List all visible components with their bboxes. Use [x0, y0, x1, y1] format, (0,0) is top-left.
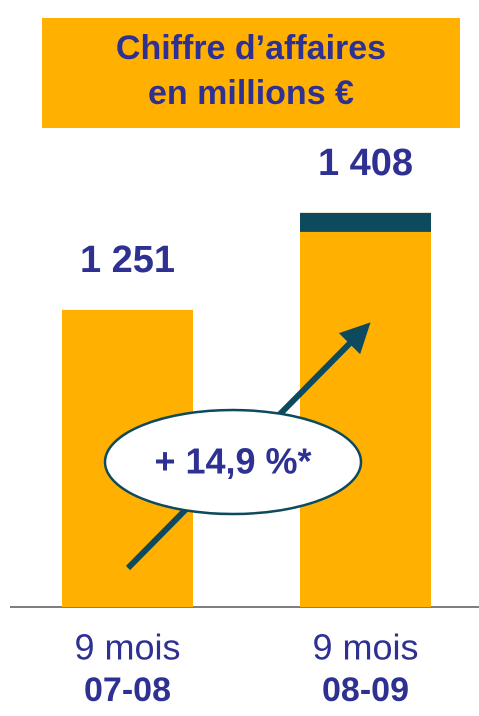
chart-title: Chiffre d’affaires: [116, 29, 386, 67]
bar: [300, 212, 431, 607]
x-tick-label: 07-08: [84, 671, 171, 709]
annotation: + 14,9 %*: [154, 441, 311, 482]
value-label: 1 251: [80, 239, 175, 281]
x-tick-label: 9 mois: [312, 627, 418, 668]
value-label: 1 408: [318, 142, 413, 184]
annotation-ellipse: [103, 408, 363, 516]
x-tick-label: 08-09: [322, 671, 409, 709]
chart-title: en millions €: [148, 74, 354, 112]
title-box: [42, 18, 460, 128]
bar-cap: [300, 212, 431, 232]
x-tick-label: 9 mois: [74, 627, 180, 668]
